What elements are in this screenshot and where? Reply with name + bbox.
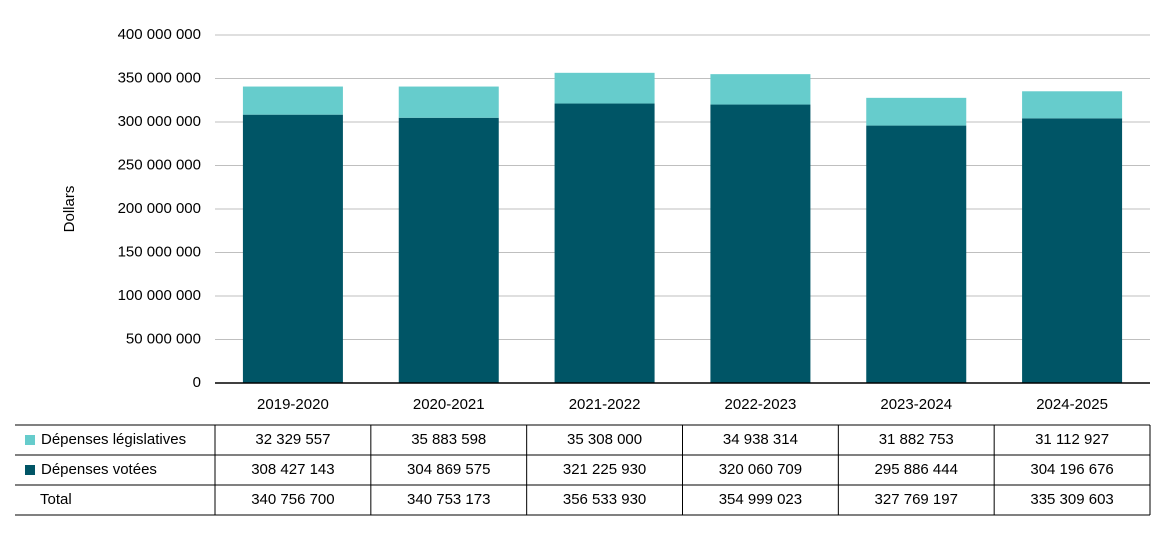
y-tick-label: 200 000 000 <box>118 200 201 217</box>
x-tick-label: 2024-2025 <box>1036 396 1108 413</box>
table-cell: 308 427 143 <box>251 461 334 478</box>
table-cell: 340 753 173 <box>407 491 490 508</box>
bar-segment <box>710 74 811 105</box>
table-cell: 335 309 603 <box>1030 491 1113 508</box>
table-cell: 354 999 023 <box>719 491 802 508</box>
table-cell: 320 060 709 <box>719 461 802 478</box>
y-tick-label: 0 <box>193 374 201 391</box>
x-tick-label: 2019-2020 <box>257 396 329 413</box>
bar-segment <box>1022 118 1123 384</box>
bar-segment <box>710 104 811 383</box>
y-tick-label: 300 000 000 <box>118 113 201 130</box>
table-cell: 340 756 700 <box>251 491 334 508</box>
table-cell: 295 886 444 <box>875 461 958 478</box>
x-tick-label: 2023-2024 <box>880 396 952 413</box>
table-cell: 356 533 930 <box>563 491 646 508</box>
y-tick-label: 50 000 000 <box>126 330 201 347</box>
bar-segment <box>242 86 343 115</box>
y-tick-label: 100 000 000 <box>118 287 201 304</box>
y-tick-label: 150 000 000 <box>118 243 201 260</box>
x-tick-label: 2022-2023 <box>725 396 797 413</box>
x-tick-label: 2020-2021 <box>413 396 485 413</box>
bar-segment <box>554 72 655 104</box>
table-cell: 31 112 927 <box>1035 431 1109 448</box>
table-cell: 321 225 930 <box>563 461 646 478</box>
row-label: Total <box>40 491 72 508</box>
legend-label: Dépenses votées <box>41 461 157 478</box>
x-tick-label: 2021-2022 <box>569 396 641 413</box>
table-cell: 35 308 000 <box>567 431 642 448</box>
table-cell: 327 769 197 <box>875 491 958 508</box>
table-cell: 31 882 753 <box>879 431 954 448</box>
table-cell: 35 883 598 <box>411 431 486 448</box>
bar-segment <box>398 86 499 118</box>
legend-swatch <box>25 465 35 475</box>
y-tick-label: 250 000 000 <box>118 156 201 173</box>
bar-segment <box>398 117 499 383</box>
bar-segment <box>554 103 655 383</box>
bar-segment <box>242 114 343 383</box>
legend-swatch <box>25 435 35 445</box>
table-cell: 304 869 575 <box>407 461 490 478</box>
y-tick-label: 350 000 000 <box>118 69 201 86</box>
y-axis-label: Dollars <box>61 186 78 233</box>
legend-label: Dépenses législatives <box>41 431 186 448</box>
table-cell: 34 938 314 <box>723 431 798 448</box>
table-cell: 32 329 557 <box>255 431 330 448</box>
bar-segment <box>1022 91 1123 119</box>
bar-segment <box>866 97 967 126</box>
bar-segment <box>866 125 967 383</box>
y-tick-label: 400 000 000 <box>118 26 201 43</box>
table-cell: 304 196 676 <box>1030 461 1113 478</box>
